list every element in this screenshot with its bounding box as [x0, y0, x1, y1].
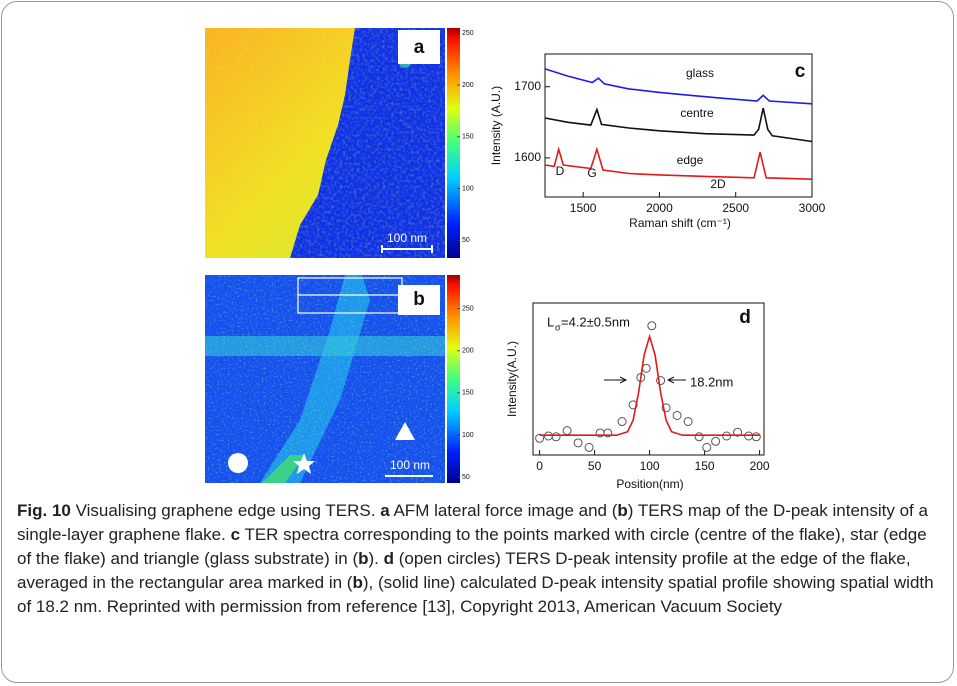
data-point	[603, 428, 613, 438]
x-tick-label: 2000	[646, 201, 673, 215]
data-point	[573, 438, 583, 448]
colorbar-tick-label: 150	[462, 134, 474, 141]
x-tick-label: 200	[750, 459, 770, 473]
colorbar-tick-label: 100	[462, 185, 474, 192]
panel-label: b	[413, 289, 425, 310]
data-point	[733, 427, 743, 437]
circle-marker	[228, 453, 248, 473]
panel-label: d	[739, 307, 751, 328]
data-point	[751, 432, 761, 442]
caption-text: ), (solid line) calculated D-peak intens…	[17, 573, 934, 616]
y-axis-label: Intensity(A.U.)	[505, 341, 519, 417]
y-tick-label: 1600	[514, 150, 541, 164]
x-tick-label: 1500	[570, 201, 597, 215]
data-point	[562, 426, 572, 436]
series-label: edge	[677, 153, 704, 167]
label-box	[398, 30, 440, 64]
caption-text: b	[617, 501, 628, 520]
data-point	[711, 436, 721, 446]
data-point	[661, 403, 671, 413]
fwhm-label: 18.2nm	[690, 374, 733, 389]
colorbar-tick-label: 150	[462, 390, 474, 397]
data-point	[628, 400, 638, 410]
data-point	[694, 432, 704, 442]
data-point	[535, 433, 545, 443]
caption-text: a	[380, 501, 390, 520]
series-line	[539, 333, 760, 436]
caption-text: ).	[368, 549, 384, 568]
figure: a 100 nm b 100 nm 50 100 150 200 250 50 100 150…	[205, 28, 826, 491]
colorbar-tick-label: 50	[462, 474, 470, 481]
star-marker	[293, 453, 315, 474]
panel-label: c	[795, 61, 806, 82]
peak-label: D	[556, 164, 565, 178]
colorbar-tick-label: 200	[462, 82, 474, 89]
caption-text: (open circles) TERS D-peak intensity pro…	[17, 549, 911, 592]
scale-bar-label: 100 nm	[390, 458, 430, 472]
series-label: glass	[686, 66, 714, 80]
colorbar-tick-label: 250	[462, 306, 474, 313]
x-tick-label: 2500	[722, 201, 749, 215]
colorbar	[447, 275, 460, 483]
colorbar-tick-label: 100	[462, 432, 474, 439]
ters-map	[205, 275, 445, 483]
data-point	[702, 442, 712, 452]
arrow	[604, 376, 628, 384]
arrow	[666, 376, 686, 384]
series-label: centre	[680, 106, 714, 120]
data-point	[641, 363, 651, 373]
afm-image	[205, 28, 445, 258]
caption-text: Fig. 10	[17, 501, 71, 520]
series-line	[544, 146, 813, 180]
x-axis-label: Position(nm)	[616, 477, 683, 491]
plot-frame	[532, 302, 765, 456]
x-tick-label: 50	[588, 459, 602, 473]
caption-text: c	[230, 525, 241, 544]
x-tick-label: 3000	[799, 201, 826, 215]
caption-text: ) TERS map of the D-peak intensity of a …	[17, 501, 928, 544]
scale-bar-label: 100 nm	[387, 231, 427, 245]
x-axis-label: Raman shift (cm⁻¹)	[629, 216, 731, 230]
width-label: =4.2±0.5nm	[561, 314, 630, 329]
x-tick-label: 0	[536, 459, 543, 473]
data-point	[672, 410, 682, 420]
colorbar-tick-label: 200	[462, 348, 474, 355]
series-line	[544, 68, 813, 105]
x-tick-label: 150	[695, 459, 715, 473]
width-label: L	[547, 314, 554, 329]
colorbar	[447, 28, 460, 258]
caption: Fig. 10 Visualising graphene edge using …	[17, 499, 945, 619]
data-point	[551, 432, 561, 442]
series-line	[544, 107, 813, 143]
caption-text: AFM lateral force image and (	[389, 501, 618, 520]
caption-text: d	[383, 549, 395, 568]
data-point	[647, 321, 657, 331]
caption-text: b	[352, 573, 363, 592]
peak-label: 2D	[710, 177, 726, 191]
data-point	[656, 376, 666, 386]
data-point	[683, 417, 693, 427]
colorbar-tick-label: 250	[462, 30, 474, 37]
caption-text: TER spectra corresponding to the points …	[17, 525, 927, 568]
panel-label: a	[414, 37, 425, 58]
y-axis-label: Intensity (A.U.)	[489, 86, 503, 165]
data-point	[617, 417, 627, 427]
plot-frame	[544, 53, 813, 198]
label-box	[398, 285, 440, 315]
colorbar-tick-label: 50	[462, 237, 470, 244]
x-tick-label: 100	[640, 459, 660, 473]
caption-text: Visualising graphene edge using TERS.	[70, 501, 381, 520]
triangle-marker	[395, 422, 415, 440]
y-tick-label: 1700	[514, 79, 541, 93]
peak-label: G	[587, 166, 596, 180]
width-label: σ	[555, 322, 561, 332]
data-point	[584, 442, 594, 452]
caption-text: b	[358, 549, 369, 568]
